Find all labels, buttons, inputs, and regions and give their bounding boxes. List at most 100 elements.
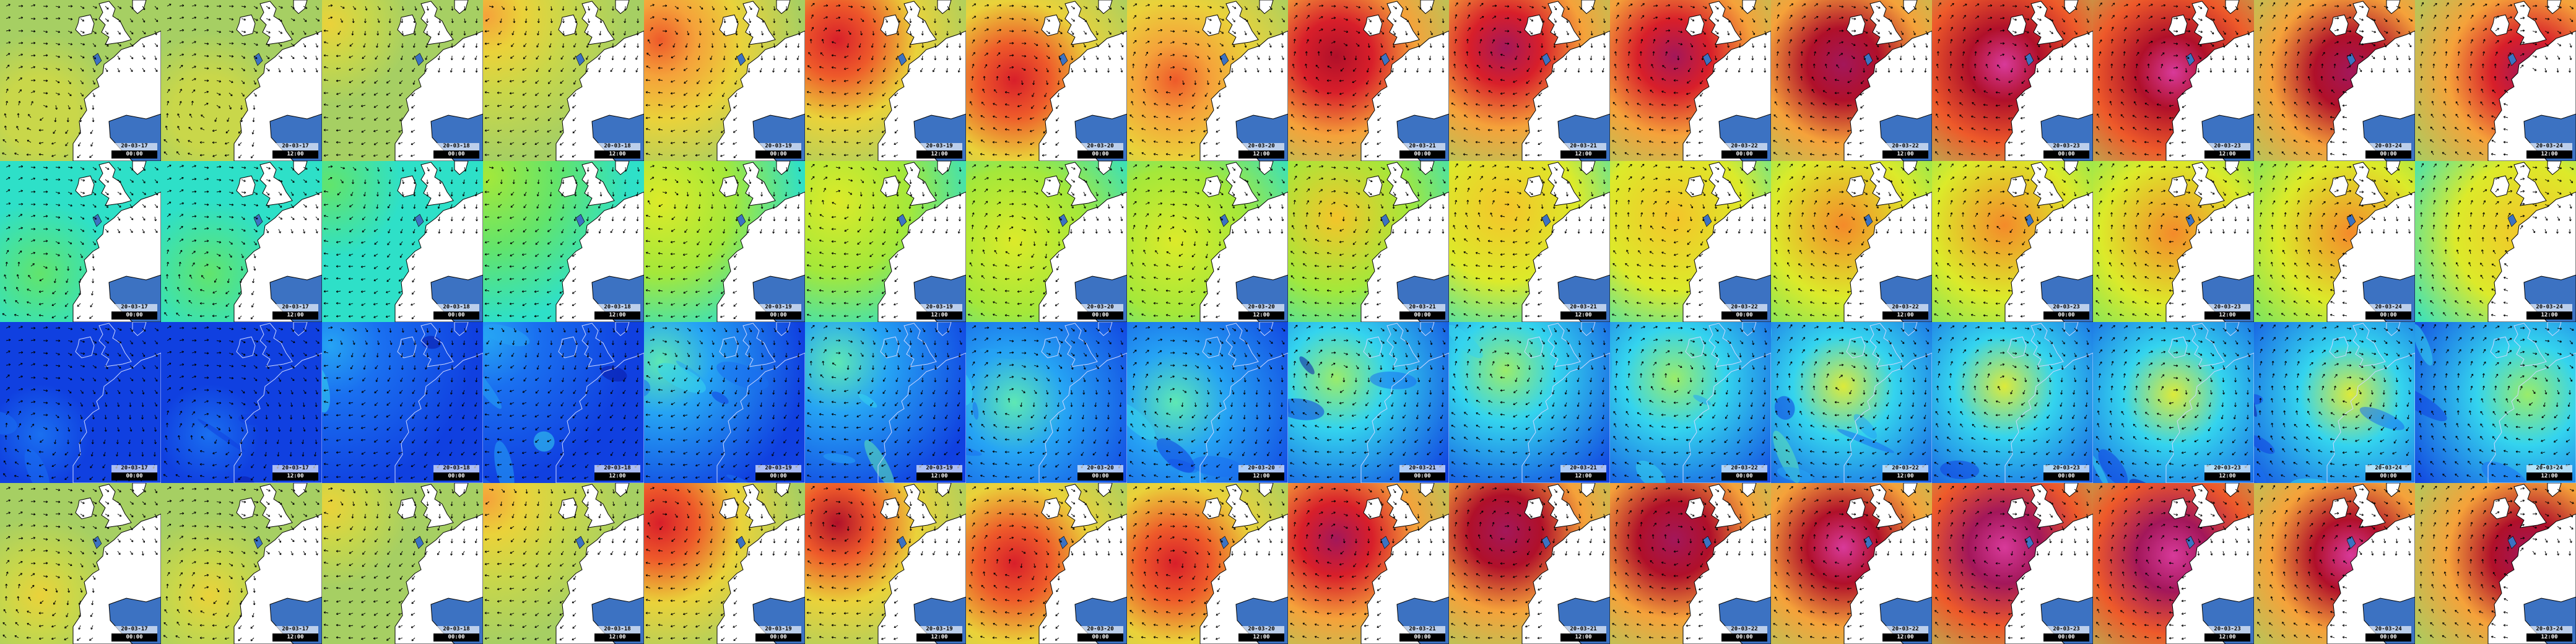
wave-period-map-tile[interactable]: 20-03-17 12:00 bbox=[161, 161, 322, 322]
forecast-date: 20-03-24 bbox=[2365, 304, 2411, 311]
arrow-icon bbox=[534, 290, 539, 293]
arrow-icon bbox=[2396, 55, 2399, 61]
wave-period-map-tile[interactable]: 20-03-21 12:00 bbox=[1449, 161, 1610, 322]
wave-height-map-tile[interactable]: 20-03-24 12:00 bbox=[2415, 0, 2576, 161]
wind-speed-map-tile[interactable]: 20-03-17 00:00 bbox=[0, 322, 161, 483]
scandinavia-land bbox=[454, 0, 469, 14]
arrow-icon bbox=[1936, 237, 1939, 242]
wave-period-map-tile[interactable]: 20-03-21 00:00 bbox=[1288, 161, 1449, 322]
wave-period-map-tile[interactable]: 20-03-23 00:00 bbox=[1932, 161, 2093, 322]
wave-height-map-tile[interactable]: 20-03-17 12:00 bbox=[161, 0, 322, 161]
arrow-icon bbox=[1009, 66, 1014, 69]
arrow-icon bbox=[1232, 191, 1235, 196]
arrow-icon bbox=[27, 139, 32, 143]
arrow-icon bbox=[831, 54, 837, 57]
arrow-icon bbox=[1232, 204, 1235, 209]
wave-height-map-tile[interactable]: 20-03-23 12:00 bbox=[2093, 0, 2254, 161]
arrow-icon bbox=[723, 191, 726, 197]
arrow-icon bbox=[167, 387, 172, 391]
arrow-icon bbox=[80, 30, 85, 33]
arrow-icon bbox=[2198, 6, 2203, 9]
arrow-icon bbox=[1416, 228, 1419, 234]
wave-height-map-tile[interactable]: 20-03-20 00:00 bbox=[966, 0, 1127, 161]
wave-height-map-tile[interactable]: 20-03-22 12:00 bbox=[1771, 0, 1932, 161]
arrow-icon bbox=[177, 113, 180, 118]
arrow-icon bbox=[1314, 103, 1320, 107]
arrow-icon bbox=[2307, 287, 2310, 292]
arrow-icon bbox=[708, 105, 713, 108]
arrow-icon bbox=[2156, 103, 2162, 106]
arrow-icon bbox=[734, 266, 738, 271]
arrow-icon bbox=[2272, 39, 2275, 44]
arrow-icon bbox=[1834, 277, 1840, 280]
wave-period-map-tile[interactable]: 20-03-22 12:00 bbox=[1771, 161, 1932, 322]
wave-height-map-tile[interactable]: 20-03-21 00:00 bbox=[1288, 0, 1449, 161]
arrow-icon bbox=[290, 228, 294, 233]
wave-period-map-tile[interactable]: 20-03-20 00:00 bbox=[966, 161, 1127, 322]
arrow-icon bbox=[67, 340, 73, 343]
arrow-icon bbox=[179, 29, 185, 32]
arrow-icon bbox=[303, 377, 307, 381]
arrow-icon bbox=[1355, 6, 1360, 9]
wave-period-map-tile[interactable]: 20-03-24 00:00 bbox=[2254, 161, 2415, 322]
wave-height-map-tile[interactable]: 20-03-17 00:00 bbox=[0, 0, 161, 161]
arrow-icon bbox=[933, 204, 936, 209]
wave-period-map-tile[interactable]: 20-03-20 12:00 bbox=[1127, 161, 1288, 322]
arrow-icon bbox=[510, 154, 515, 157]
wave-height-map-tile[interactable]: 20-03-18 00:00 bbox=[322, 0, 483, 161]
wave-height-map-tile[interactable]: 20-03-22 00:00 bbox=[1610, 0, 1771, 161]
wave-period-map-tile[interactable]: 20-03-17 00:00 bbox=[0, 161, 161, 322]
wave-period-map-tile[interactable]: 20-03-22 00:00 bbox=[1610, 161, 1771, 322]
arrow-icon bbox=[869, 117, 874, 121]
wave-height-map-tile[interactable]: 20-03-20 12:00 bbox=[1127, 0, 1288, 161]
wave-height-map-tile[interactable]: 20-03-19 12:00 bbox=[805, 0, 966, 161]
arrow-icon bbox=[1017, 266, 1022, 269]
arrow-icon bbox=[323, 277, 329, 280]
timestamp-label: 20-03-18 12:00 bbox=[594, 143, 640, 159]
arrow-icon bbox=[2396, 67, 2399, 73]
wave-period-map-tile[interactable]: 20-03-19 00:00 bbox=[644, 161, 805, 322]
arrow-icon bbox=[1986, 224, 1989, 230]
arrow-icon bbox=[1120, 179, 1123, 184]
arrow-icon bbox=[980, 153, 985, 155]
arrow-icon bbox=[1017, 92, 1022, 95]
arrow-icon bbox=[303, 228, 306, 234]
arrow-icon bbox=[934, 216, 937, 222]
arrow-icon bbox=[1788, 51, 1791, 56]
arrow-icon bbox=[1368, 18, 1372, 22]
wave-height-map-tile[interactable]: 20-03-18 12:00 bbox=[483, 0, 644, 161]
wave-height-map-tile[interactable]: 20-03-24 00:00 bbox=[2254, 0, 2415, 161]
arrow-icon bbox=[550, 167, 553, 172]
arrow-icon bbox=[2271, 76, 2274, 81]
arrow-icon bbox=[128, 439, 131, 445]
arrow-icon bbox=[671, 129, 676, 133]
arrow-icon bbox=[348, 154, 354, 157]
arrow-icon bbox=[2222, 191, 2226, 196]
arrow-icon bbox=[1108, 43, 1111, 48]
wave-period-map-tile[interactable]: 20-03-19 12:00 bbox=[805, 161, 966, 322]
arrow-icon bbox=[1958, 153, 1964, 155]
wave-period-map-tile[interactable]: 20-03-18 00:00 bbox=[322, 161, 483, 322]
arrow-icon bbox=[2284, 51, 2287, 56]
wave-height-map-tile[interactable]: 20-03-21 12:00 bbox=[1449, 0, 1610, 161]
arrow-icon bbox=[1314, 264, 1320, 268]
wave-period-map-tile[interactable]: 20-03-18 12:00 bbox=[483, 161, 644, 322]
arrow-icon bbox=[464, 167, 467, 172]
wind-speed-map-tile[interactable]: 20-03-17 12:00 bbox=[161, 322, 322, 483]
forecast-date: 20-03-21 bbox=[1399, 304, 1445, 311]
wave-height-map-tile[interactable]: 20-03-23 00:00 bbox=[1932, 0, 2093, 161]
arrow-icon bbox=[424, 67, 428, 72]
arrow-icon bbox=[67, 352, 72, 356]
arrow-icon bbox=[1999, 42, 2005, 45]
wave-height-map-tile[interactable]: 20-03-19 00:00 bbox=[644, 0, 805, 161]
arrow-icon bbox=[1143, 89, 1146, 94]
arrow-icon bbox=[278, 55, 282, 59]
ireland-land bbox=[236, 336, 256, 359]
arrow-icon bbox=[1516, 6, 1521, 9]
arrow-icon bbox=[968, 300, 973, 304]
forecast-date: 20-03-17 bbox=[111, 465, 157, 472]
wave-period-map-tile[interactable]: 20-03-24 12:00 bbox=[2415, 161, 2576, 322]
wave-period-map-tile[interactable]: 20-03-23 12:00 bbox=[2093, 161, 2254, 322]
forecast-date: 20-03-19 bbox=[916, 143, 962, 150]
arrow-icon bbox=[920, 67, 923, 72]
